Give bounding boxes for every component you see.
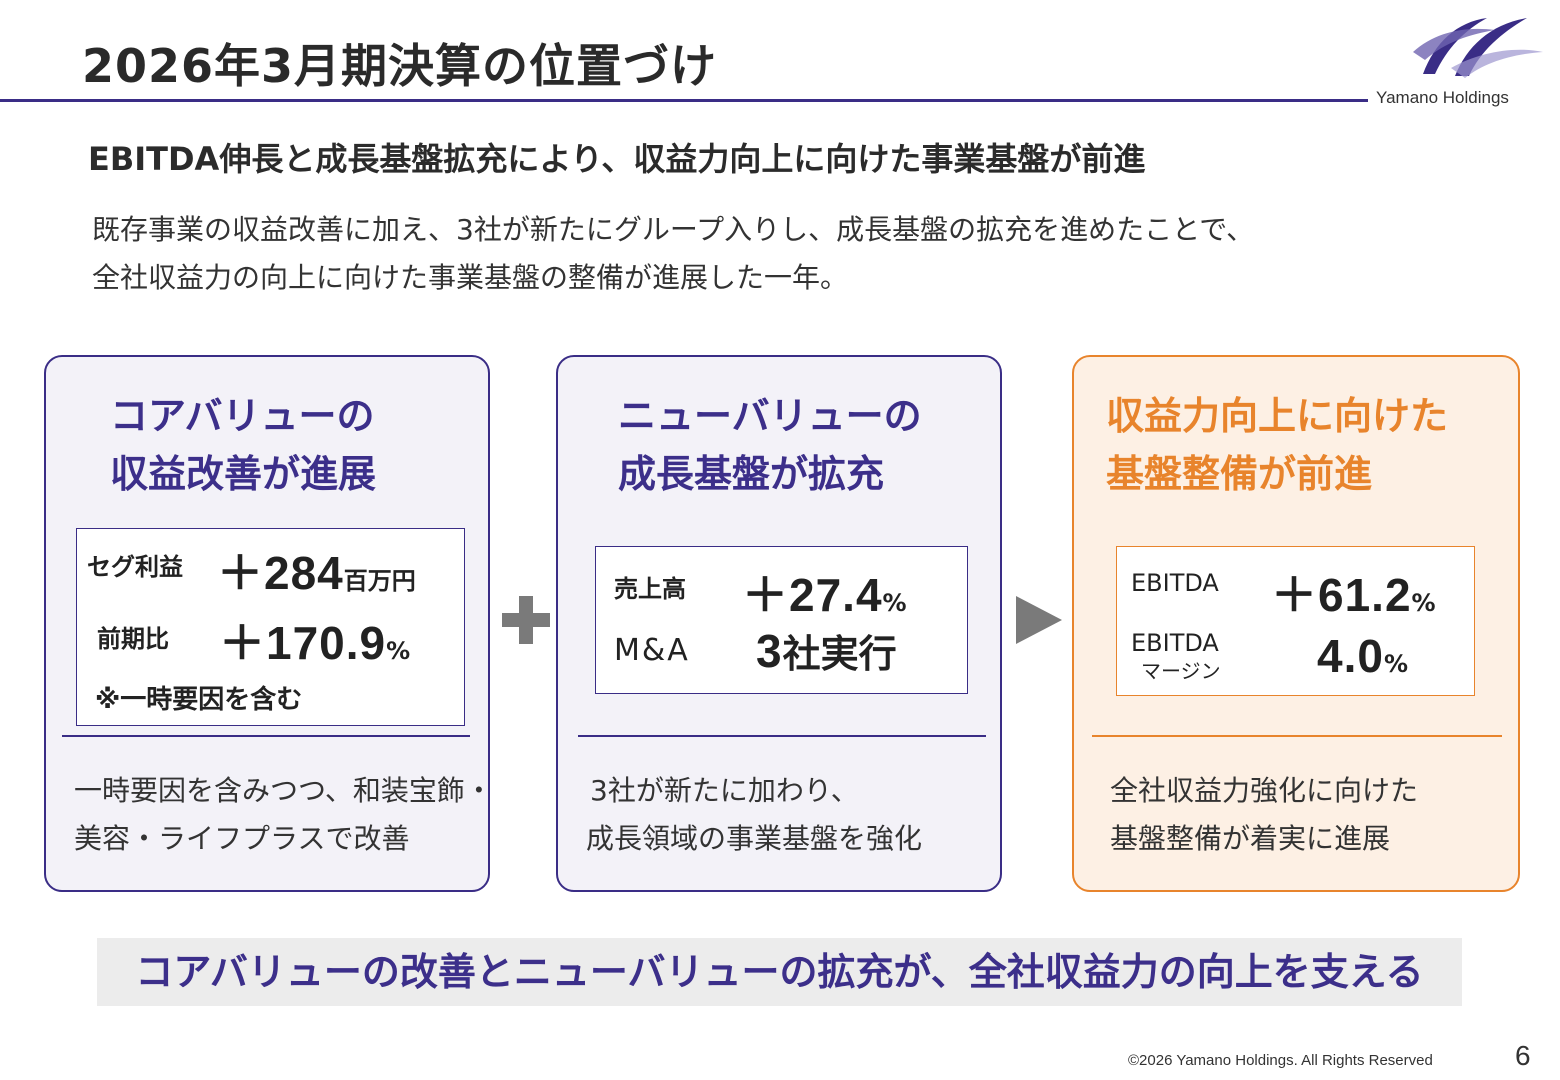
card-profitability: 収益力向上に向けた 基盤整備が前進 EBITDA ＋61.2% EBITDA マ… bbox=[1072, 355, 1520, 892]
kpi-label-sales: 売上高 bbox=[614, 575, 686, 603]
kpi-label-ebitda: EBITDA bbox=[1131, 569, 1219, 597]
kpi-box: 売上高 ＋27.4% M&A 3社実行 bbox=[595, 546, 968, 694]
card-desc-line-2: 成長領域の事業基盤を強化 bbox=[586, 822, 923, 855]
summary-banner-text: コアバリューの改善とニューバリューの拡充が、全社収益力の向上を支える bbox=[135, 950, 1424, 994]
copyright: ©2026 Yamano Holdings. All Rights Reserv… bbox=[1128, 1052, 1433, 1069]
kpi-label-ebitda-margin: EBITDA マージン bbox=[1131, 629, 1221, 685]
kpi-unit: 社実行 bbox=[782, 632, 897, 676]
kpi-number: ＋27.4 bbox=[742, 569, 883, 621]
kpi-unit: % bbox=[386, 637, 411, 665]
company-logo bbox=[1413, 18, 1543, 78]
page-title: 2026年3月期決算の位置づけ bbox=[82, 39, 718, 93]
card-desc-line-1: 全社収益力強化に向けた bbox=[1110, 774, 1419, 807]
kpi-label-segment-profit: セグ利益 bbox=[87, 553, 183, 581]
card-desc-line-1: 一時要因を含みつつ、和装宝飾・ bbox=[74, 774, 493, 807]
kpi-unit: % bbox=[1411, 589, 1436, 617]
kpi-value-segment-profit: ＋284百万円 bbox=[217, 537, 416, 603]
card-title-line-1: ニューバリューの bbox=[618, 394, 922, 438]
card-title-line-2: 成長基盤が拡充 bbox=[618, 452, 885, 496]
card-divider bbox=[578, 735, 986, 737]
card-desc-line-2: 基盤整備が着実に進展 bbox=[1110, 822, 1391, 855]
card-title-line-1: 収益力向上に向けた bbox=[1106, 394, 1449, 438]
kpi-note: ※一時要因を含む bbox=[95, 685, 303, 715]
arrow-right-icon bbox=[1016, 596, 1062, 644]
card-title-line-2: 基盤整備が前進 bbox=[1106, 452, 1373, 496]
card-divider bbox=[62, 735, 470, 737]
title-underline bbox=[0, 99, 1368, 102]
kpi-box: EBITDA ＋61.2% EBITDA マージン 4.0% bbox=[1116, 546, 1475, 696]
kpi-number: 3 bbox=[756, 625, 783, 677]
card-new-value: ニューバリューの 成長基盤が拡充 売上高 ＋27.4% M&A 3社実行 3社が… bbox=[556, 355, 1002, 892]
plus-icon bbox=[502, 596, 550, 644]
intro-line-2: 全社収益力の向上に向けた事業基盤の整備が進展した一年。 bbox=[92, 261, 849, 294]
card-title-line-1: コアバリューの bbox=[110, 394, 375, 438]
kpi-value-sales: ＋27.4% bbox=[742, 559, 907, 625]
kpi-label-yoy: 前期比 bbox=[97, 625, 169, 653]
card-core-value: コアバリューの 収益改善が進展 セグ利益 ＋284百万円 前期比 ＋170.9%… bbox=[44, 355, 493, 892]
kpi-unit: 百万円 bbox=[343, 567, 416, 595]
kpi-value-ma: 3社実行 bbox=[756, 623, 897, 678]
kpi-number: ＋61.2 bbox=[1271, 569, 1412, 621]
card-desc-line-2: 美容・ライフプラスで改善 bbox=[74, 822, 410, 855]
intro-line-1: 既存事業の収益改善に加え、3社が新たにグループ入りし、成長基盤の拡充を進めたこと… bbox=[92, 213, 1255, 246]
card-title-line-2: 収益改善が進展 bbox=[110, 452, 377, 496]
card-divider bbox=[1092, 735, 1502, 737]
kpi-number: ＋284 bbox=[217, 547, 344, 599]
card-desc-line-1: 3社が新たに加わり、 bbox=[590, 774, 859, 807]
kpi-label-line-2: マージン bbox=[1141, 659, 1221, 683]
kpi-value-yoy: ＋170.9% bbox=[219, 607, 410, 673]
kpi-unit: % bbox=[1383, 650, 1408, 678]
kpi-value-ebitda: ＋61.2% bbox=[1271, 559, 1436, 625]
summary-banner: コアバリューの改善とニューバリューの拡充が、全社収益力の向上を支える bbox=[97, 938, 1462, 1006]
kpi-label-ma: M&A bbox=[614, 633, 690, 668]
page-number: 6 bbox=[1515, 1040, 1531, 1071]
kpi-box: セグ利益 ＋284百万円 前期比 ＋170.9% ※一時要因を含む bbox=[76, 528, 465, 726]
kpi-number: ＋170.9 bbox=[219, 617, 387, 669]
kpi-value-ebitda-margin: 4.0% bbox=[1317, 629, 1408, 683]
kpi-number: 4.0 bbox=[1317, 630, 1384, 682]
headline: EBITDA伸長と成長基盤拡充により、収益力向上に向けた事業基盤が前進 bbox=[88, 140, 1146, 178]
kpi-label-line-1: EBITDA bbox=[1131, 629, 1219, 657]
kpi-unit: % bbox=[882, 589, 907, 617]
logo-text: Yamano Holdings bbox=[1376, 88, 1509, 107]
